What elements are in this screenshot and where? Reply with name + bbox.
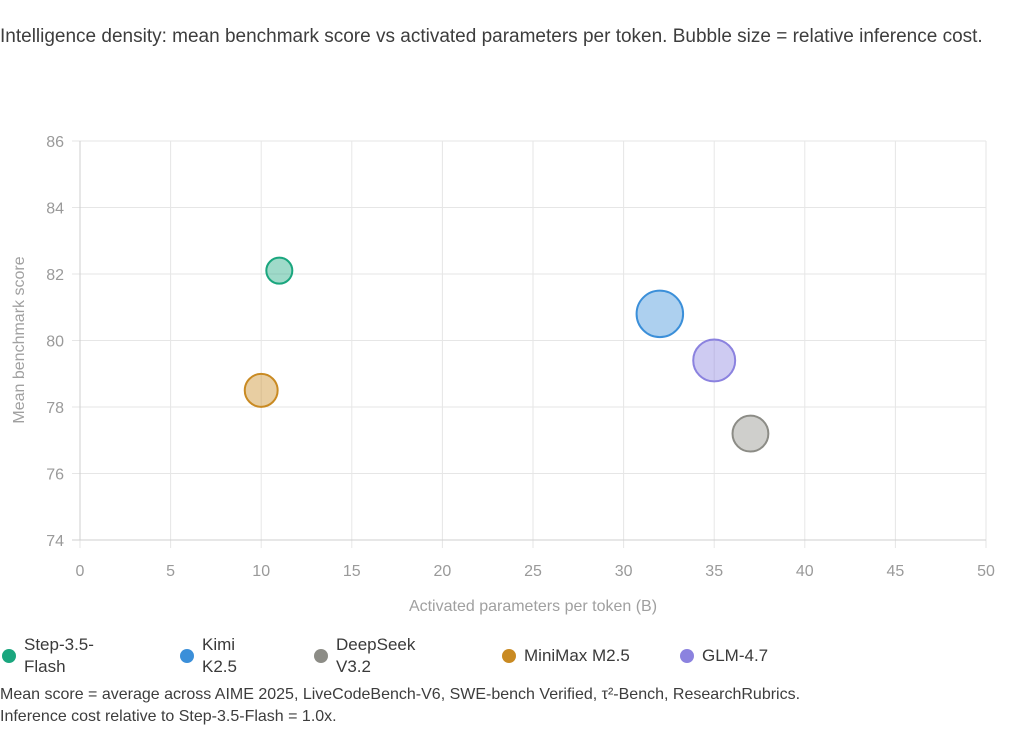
- chart-caption: Intelligence density: mean benchmark sco…: [0, 26, 983, 47]
- legend-label: GLM-4.7: [702, 646, 769, 665]
- legend-item-minimax-m2-5[interactable]: MiniMax M2.5: [502, 632, 630, 680]
- x-tick-label: 5: [166, 563, 175, 580]
- y-axis-title: Mean benchmark score: [11, 256, 28, 423]
- bubble-minimax-m2-5[interactable]: [243, 372, 279, 408]
- legend-swatch: [680, 649, 694, 663]
- footnote-line: Inference cost relative to Step-3.5-Flas…: [0, 708, 337, 725]
- x-tick-label: 45: [887, 563, 905, 580]
- x-tick-label: 40: [796, 563, 814, 580]
- bubble-glm-4-7[interactable]: [692, 338, 737, 383]
- y-tick-label: 74: [46, 533, 64, 550]
- legend-swatch: [502, 649, 516, 663]
- chart-legend: Step-3.5- Flash Kimi K2.5 DeepSeek V3.2 …: [0, 632, 1024, 680]
- axes: 0 5 10 15 20 25 30 35 40 45 50 74 76 78 80 82 84 86: [46, 134, 995, 580]
- legend-label: Kimi K2.5: [202, 635, 237, 676]
- legend-label: Step-3.5- Flash: [24, 635, 94, 676]
- x-tick-label: 25: [524, 563, 542, 580]
- y-tick-label: 86: [46, 134, 64, 151]
- x-axis-title: Activated parameters per token (B): [409, 598, 657, 615]
- footnote-line: Mean score = average across AIME 2025, L…: [0, 686, 801, 703]
- y-tick-label: 76: [46, 467, 64, 484]
- y-tick-label: 82: [46, 267, 64, 284]
- legend-item-deepseek-v3-2[interactable]: DeepSeek V3.2: [314, 632, 415, 680]
- bubble-kimi-k2-5[interactable]: [635, 289, 685, 339]
- legend-swatch: [314, 649, 328, 663]
- legend-swatch: [2, 649, 16, 663]
- bubble-deepseek-v3-2[interactable]: [731, 414, 770, 453]
- legend-label: MiniMax M2.5: [524, 646, 630, 665]
- chart-footnote: Mean score = average across AIME 2025, L…: [0, 684, 1010, 728]
- x-tick-label: 10: [252, 563, 270, 580]
- bubble-chart: 0 5 10 15 20 25 30 35 40 45 50 74 76 78 80 82 84 86 Activ…: [11, 134, 995, 615]
- y-tick-label: 78: [46, 400, 64, 417]
- y-tick-label: 80: [46, 334, 64, 351]
- legend-label: DeepSeek V3.2: [336, 635, 416, 676]
- legend-item-glm-4-7[interactable]: GLM-4.7: [680, 632, 768, 680]
- bubbles: [243, 256, 770, 453]
- x-tick-label: 30: [615, 563, 633, 580]
- grid: [72, 140, 987, 548]
- x-tick-label: 0: [76, 563, 85, 580]
- x-tick-label: 35: [705, 563, 723, 580]
- bubble-step-3-5-flash[interactable]: [265, 256, 294, 285]
- legend-swatch: [180, 649, 194, 663]
- x-tick-label: 15: [343, 563, 361, 580]
- legend-item-kimi-k2-5[interactable]: Kimi K2.5: [180, 632, 237, 680]
- x-tick-label: 20: [434, 563, 452, 580]
- x-tick-label: 50: [977, 563, 995, 580]
- legend-item-step-3-5-flash[interactable]: Step-3.5- Flash: [2, 632, 94, 680]
- y-tick-label: 84: [46, 201, 64, 218]
